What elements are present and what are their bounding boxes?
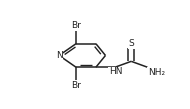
- Text: NH₂: NH₂: [148, 68, 165, 77]
- Text: HN: HN: [109, 67, 123, 76]
- Text: Br: Br: [71, 21, 81, 30]
- Text: S: S: [128, 39, 134, 48]
- Text: Br: Br: [71, 81, 81, 90]
- Text: N: N: [56, 51, 63, 60]
